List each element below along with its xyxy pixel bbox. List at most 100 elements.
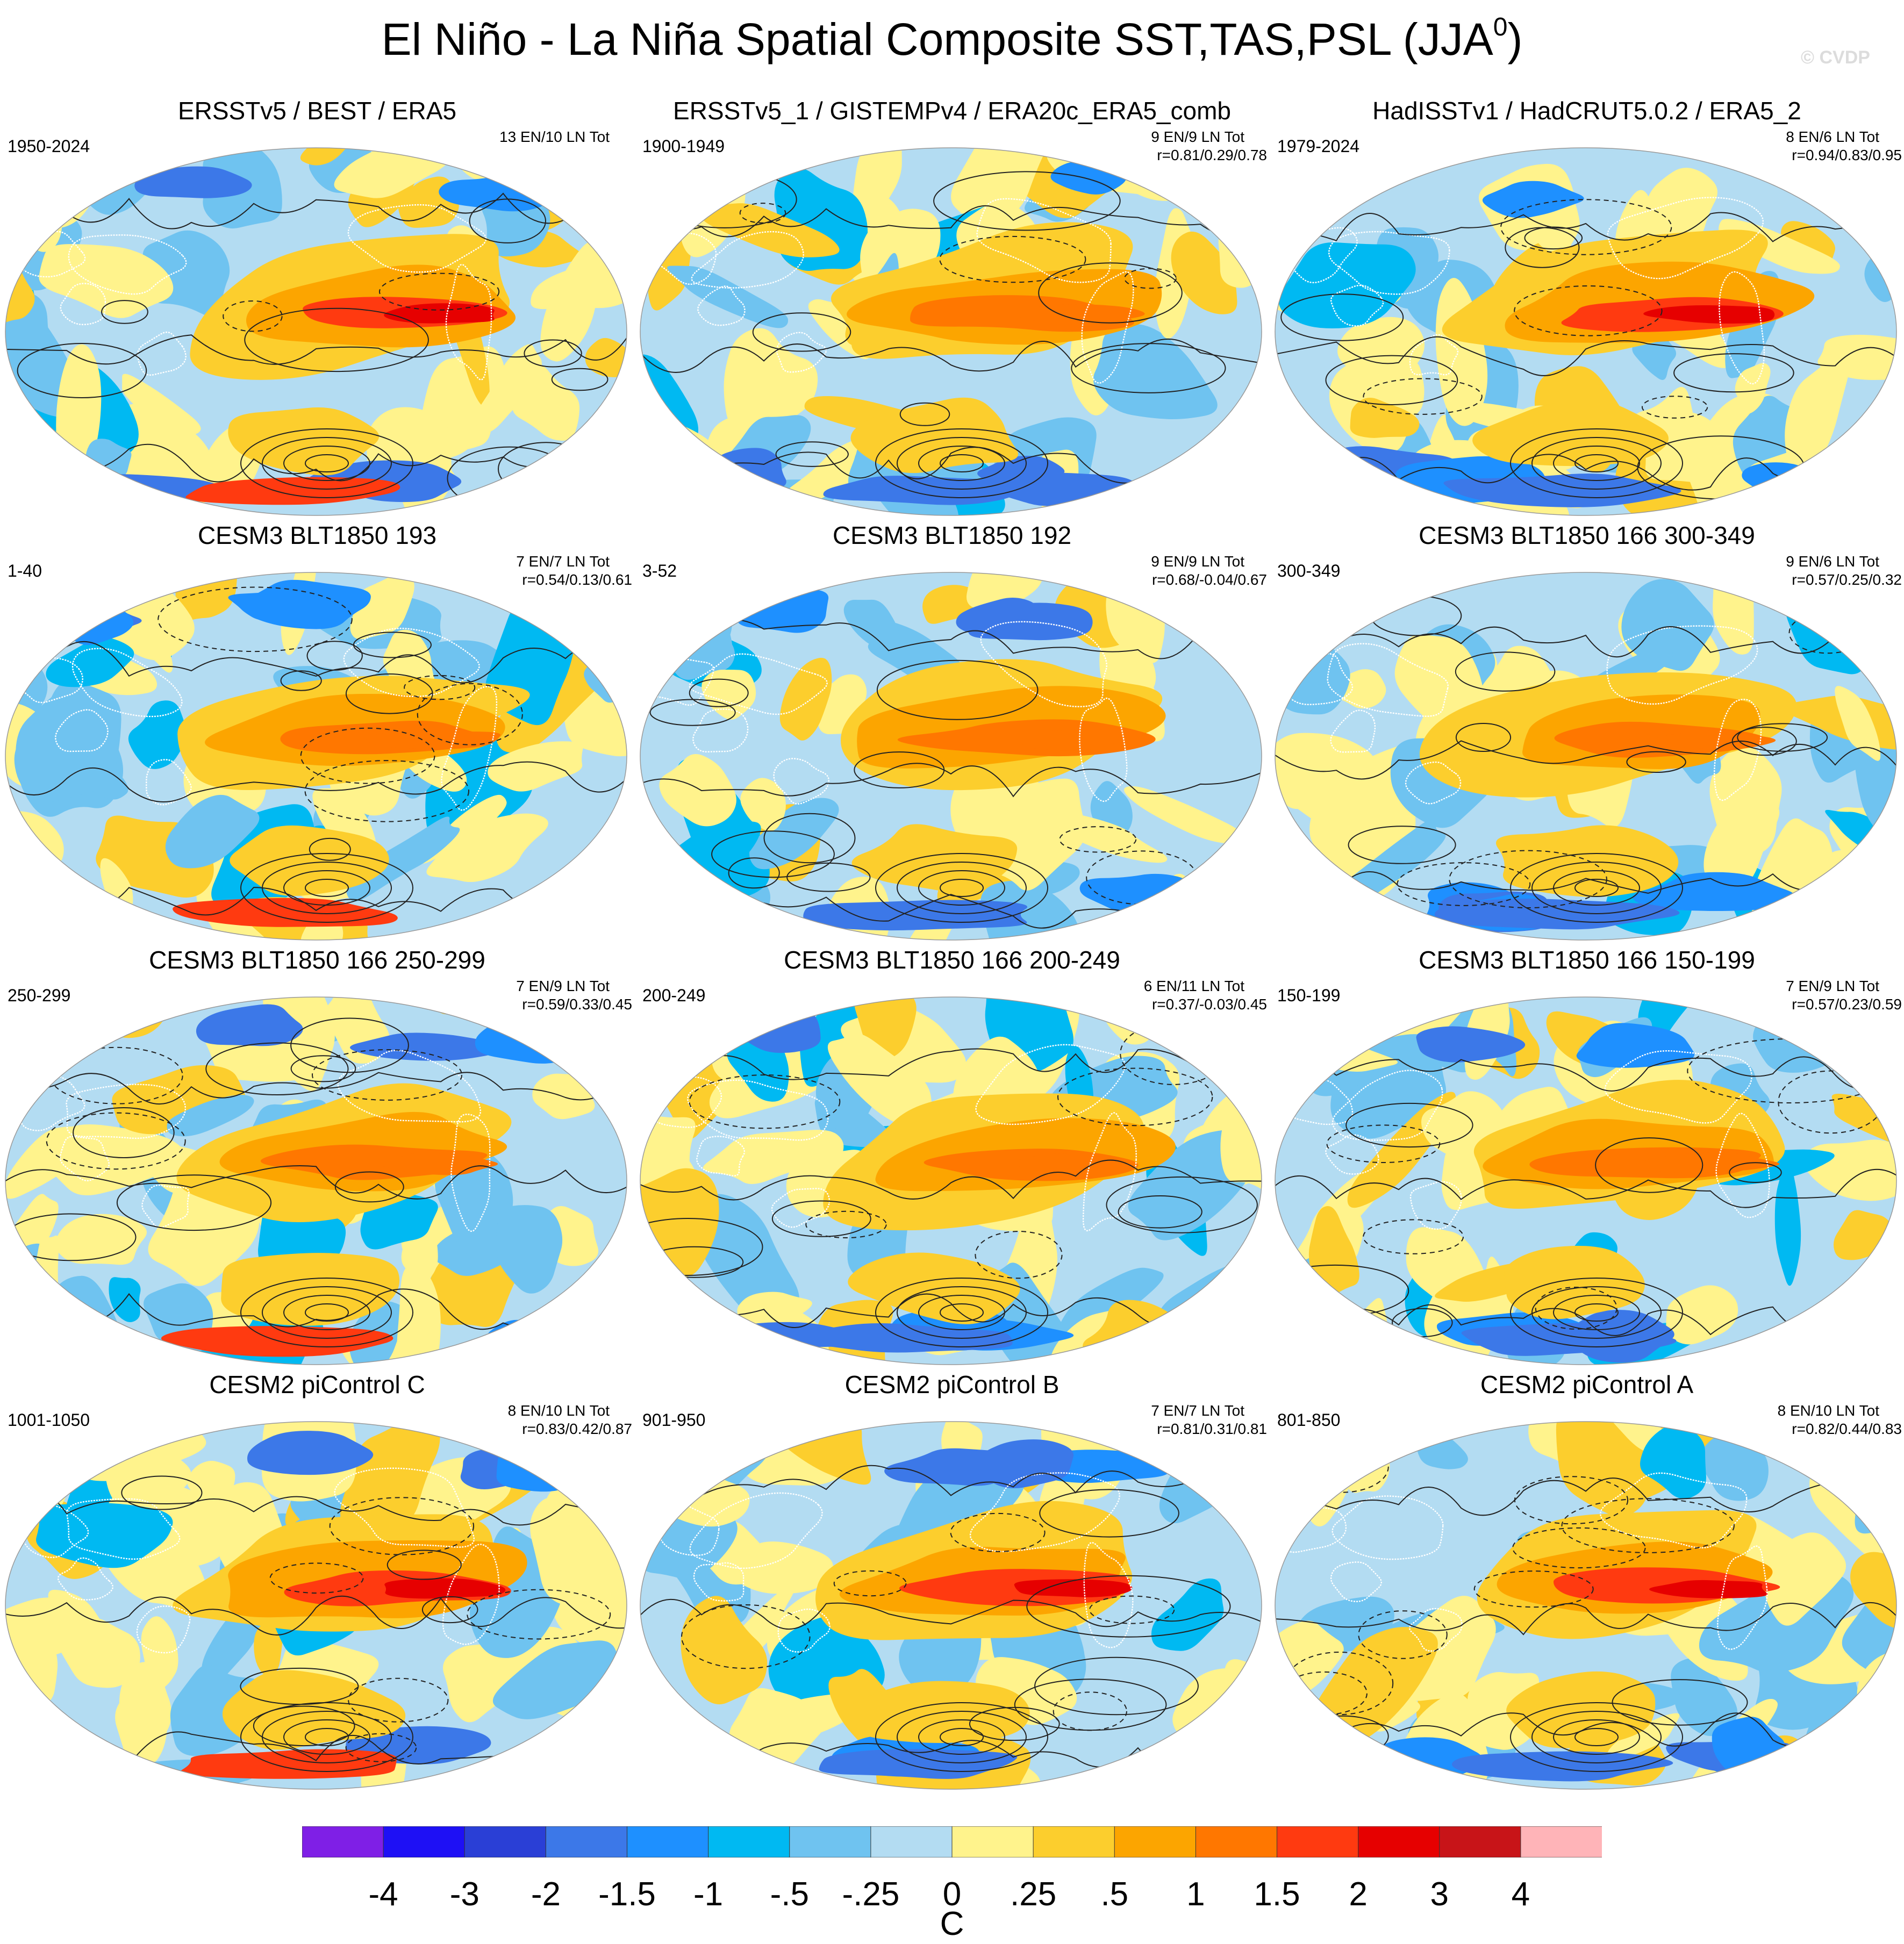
psl-zero-contour	[5, 641, 627, 684]
southern-ocean-warm-patch	[1506, 1671, 1656, 1748]
psl-positive-contour	[940, 1728, 984, 1746]
psl-negative-contour	[329, 1497, 475, 1555]
sst-anomaly-patch	[724, 328, 818, 436]
colorbar-swatch	[1114, 1826, 1197, 1857]
pattern-correlation: r=0.37/-0.03/0.45	[1151, 996, 1267, 1013]
colorbar-tick-label: -1.5	[598, 1876, 656, 1913]
title-main: El Niño - La Niña Spatial Composite SST,…	[381, 14, 1493, 64]
colorbar-tick-label: -2	[531, 1876, 561, 1913]
psl-positive-contour	[240, 428, 413, 498]
coastline	[68, 234, 187, 295]
colorbar-swatch	[708, 1826, 790, 1857]
panel-stats: 7 EN/7 LN Tot r=0.54/0.13/0.61	[516, 553, 632, 589]
cold-anomaly-patch	[1416, 1026, 1526, 1063]
psl-positive-contour	[1455, 723, 1512, 752]
psl-negative-contour	[1326, 1124, 1441, 1164]
cold-anomaly-patch	[228, 590, 335, 622]
coastline	[1409, 334, 1459, 376]
sst-anomaly-patch	[1199, 148, 1262, 188]
colorbar-swatch	[1520, 1826, 1602, 1857]
coastline	[146, 759, 192, 806]
coastline	[1715, 1113, 1770, 1218]
sst-anomaly-patch	[610, 391, 627, 515]
psl-positive-contour	[1345, 1102, 1473, 1148]
southern-ocean-warm-patch	[850, 397, 1019, 474]
coastline	[1606, 625, 1758, 705]
robinson-map	[640, 572, 1262, 941]
sst-anomaly-patch	[1821, 572, 1884, 607]
psl-positive-contour	[649, 699, 736, 726]
panel-stats: 9 EN/9 LN Tot r=0.81/0.29/0.78	[1151, 128, 1267, 164]
sst-anomaly-patch	[1764, 1532, 1846, 1626]
antarctic-patch	[803, 900, 1028, 931]
map-outline	[640, 147, 1262, 516]
sst-anomaly-patch	[112, 1065, 246, 1135]
psl-positive-contour	[1348, 826, 1456, 864]
colorbar-tick-label: -4	[368, 1876, 398, 1913]
watermark: © CVDP	[1801, 47, 1870, 68]
psl-positive-contour	[1553, 1719, 1640, 1755]
cold-anomaly-patch	[247, 1431, 374, 1475]
coastline	[445, 264, 492, 381]
coastline	[1405, 761, 1462, 805]
southern-ocean-warm-patch	[1472, 400, 1669, 467]
warm-tongue-peak	[1643, 305, 1775, 324]
colorbar-swatch	[464, 1826, 547, 1857]
sst-anomaly-patch	[1785, 358, 1849, 477]
psl-zero-contour	[640, 1598, 1262, 1630]
psl-zero-contour	[640, 1159, 1262, 1201]
pattern-correlation: r=0.83/0.42/0.87	[522, 1421, 632, 1437]
sst-anomaly-patch	[167, 1095, 254, 1137]
pattern-correlation: r=0.81/0.31/0.81	[1157, 1421, 1267, 1437]
antarctic-patch	[1451, 1751, 1673, 1782]
sst-anomaly-patch	[334, 148, 455, 198]
sst-anomaly-patch	[659, 754, 736, 827]
cold-anomaly-patch	[350, 1032, 513, 1061]
psl-positive-contour	[1034, 1656, 1199, 1716]
sst-anomaly-patch	[5, 306, 89, 418]
sst-anomaly-patch	[540, 241, 603, 362]
psl-positive-contour	[940, 1303, 984, 1322]
pattern-correlation: r=0.81/0.29/0.78	[1157, 147, 1267, 163]
sst-anomaly-patch	[740, 778, 786, 831]
map-outline	[5, 1421, 627, 1790]
panel-years: 150-199	[1277, 986, 1341, 1005]
title-superscript: 0	[1493, 13, 1508, 41]
psl-zero-contour	[5, 1072, 627, 1105]
psl-positive-contour	[262, 1711, 392, 1763]
sst-anomaly-patch	[1124, 786, 1242, 844]
panel-stats: 8 EN/10 LN Tot r=0.82/0.44/0.83	[1778, 1402, 1902, 1438]
psl-zero-contour	[1275, 1602, 1896, 1635]
psl-positive-contour	[1510, 853, 1683, 923]
map-panel: CESM2 piControl A 801-850 8 EN/10 LN Tot r=…	[1270, 1368, 1904, 1793]
psl-positive-contour	[345, 673, 433, 714]
sst-anomaly-patch	[1818, 997, 1896, 1067]
sst-anomaly-patch	[668, 1422, 726, 1464]
psl-positive-contour	[875, 1278, 1048, 1347]
sst-anomaly-patch	[46, 637, 134, 687]
psl-positive-contour	[1595, 1137, 1703, 1193]
panel-title: CESM3 BLT1850 166 300-349	[1419, 521, 1755, 549]
coastline	[976, 198, 1112, 283]
psl-positive-contour	[1553, 446, 1640, 481]
map-panel: CESM2 piControl B 901-950 7 EN/7 LN Tot r=0…	[635, 1368, 1269, 1793]
colorbar-swatch	[1439, 1826, 1521, 1857]
sst-anomaly-patch	[55, 1214, 147, 1265]
panel-title: ERSSTv5 / BEST / ERA5	[177, 97, 457, 125]
robinson-map	[640, 1421, 1262, 1790]
robinson-map	[5, 572, 627, 941]
psl-negative-contour	[1363, 1219, 1464, 1254]
cold-anomaly-patch	[956, 598, 1036, 636]
psl-positive-contour	[17, 343, 147, 398]
coastline	[1332, 1495, 1444, 1560]
psl-positive-contour	[73, 1107, 175, 1158]
antarctic-patch	[185, 477, 400, 505]
sst-anomaly-patch	[1275, 733, 1378, 826]
coastline	[347, 204, 487, 273]
psl-positive-contour	[897, 437, 1027, 490]
coastline	[1325, 1134, 1379, 1175]
panel-title: CESM3 BLT1850 166 150-199	[1419, 946, 1755, 974]
psl-positive-contour	[283, 1719, 370, 1755]
psl-positive-contour	[876, 659, 1039, 720]
psl-negative-contour	[1561, 1498, 1735, 1553]
